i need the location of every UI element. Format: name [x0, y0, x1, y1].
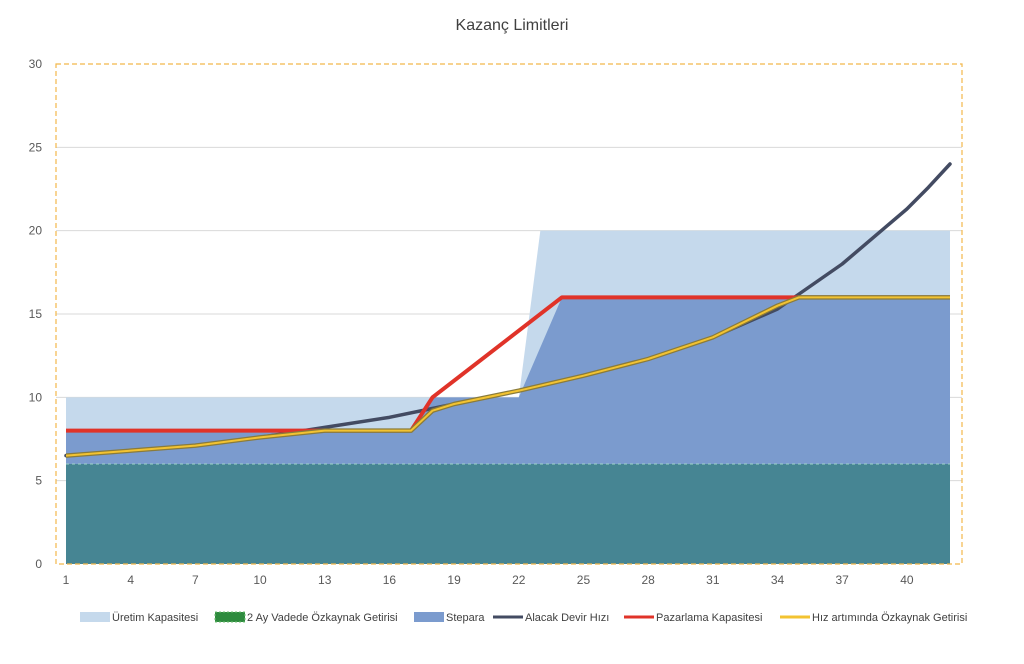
legend-label: 2 Ay Vadede Özkaynak Getirisi [247, 612, 398, 624]
y-tick-label: 0 [35, 557, 42, 571]
legend-swatch [80, 612, 110, 622]
x-tick-label: 37 [836, 573, 850, 587]
x-tick-label: 28 [641, 573, 655, 587]
y-tick-label: 5 [35, 474, 42, 488]
y-tick-label: 30 [29, 57, 43, 71]
x-tick-label: 19 [447, 573, 461, 587]
legend-item-alacak-devir-hizi: Alacak Devir Hızı [493, 612, 609, 624]
legend-label: Pazarlama Kapasitesi [656, 612, 762, 624]
y-tick-label: 15 [29, 307, 43, 321]
x-tick-label: 10 [253, 573, 267, 587]
x-tick-label: 25 [577, 573, 591, 587]
legend-label: Hız artımında Özkaynak Getirisi [812, 612, 967, 624]
legend-item-hiz-artiminda-ozkaynak: Hız artımında Özkaynak Getirisi [780, 612, 967, 624]
x-tick-label: 13 [318, 573, 332, 587]
legend-label: Stepara [446, 612, 485, 624]
legend-item-stepara: Stepara [414, 612, 485, 624]
axis-layer: 0 5 10 15 20 25 30 1 4 7 10 13 16 19 22 25 28 31 34 37 40 [29, 57, 914, 587]
x-tick-label: 34 [771, 573, 785, 587]
x-tick-label: 1 [63, 573, 70, 587]
legend-item-ozkaynak-getirisi: 2 Ay Vadede Özkaynak Getirisi [214, 611, 398, 624]
legend-label: Üretim Kapasitesi [112, 612, 198, 624]
x-tick-label: 40 [900, 573, 914, 587]
x-tick-label: 16 [383, 573, 397, 587]
ozkaynak-getirisi-area [66, 464, 950, 564]
legend-item-pazarlama-kapasitesi: Pazarlama Kapasitesi [624, 612, 762, 624]
area-layer [66, 230, 950, 564]
line-layer [64, 162, 952, 458]
x-tick-label: 4 [127, 573, 134, 587]
x-tick-label: 31 [706, 573, 720, 587]
y-tick-label: 10 [29, 390, 43, 404]
legend-item-uretim-kapasitesi: Üretim Kapasitesi [80, 612, 198, 624]
chart-title: Kazanç Limitleri [456, 17, 569, 34]
y-tick-label: 20 [29, 224, 43, 238]
pazarlama-kapasitesi-line [66, 295, 950, 433]
y-tick-label: 25 [29, 140, 43, 154]
legend-swatch [214, 611, 246, 623]
x-tick-label: 22 [512, 573, 526, 587]
legend-label: Alacak Devir Hızı [525, 612, 609, 624]
plot-border [55, 63, 963, 565]
legend-swatch [414, 612, 444, 622]
legend: Üretim Kapasitesi 2 Ay Vadede Özkaynak Ge… [80, 611, 967, 624]
hiz-artiminda-ozkaynak-line [65, 296, 950, 457]
x-tick-label: 7 [192, 573, 199, 587]
